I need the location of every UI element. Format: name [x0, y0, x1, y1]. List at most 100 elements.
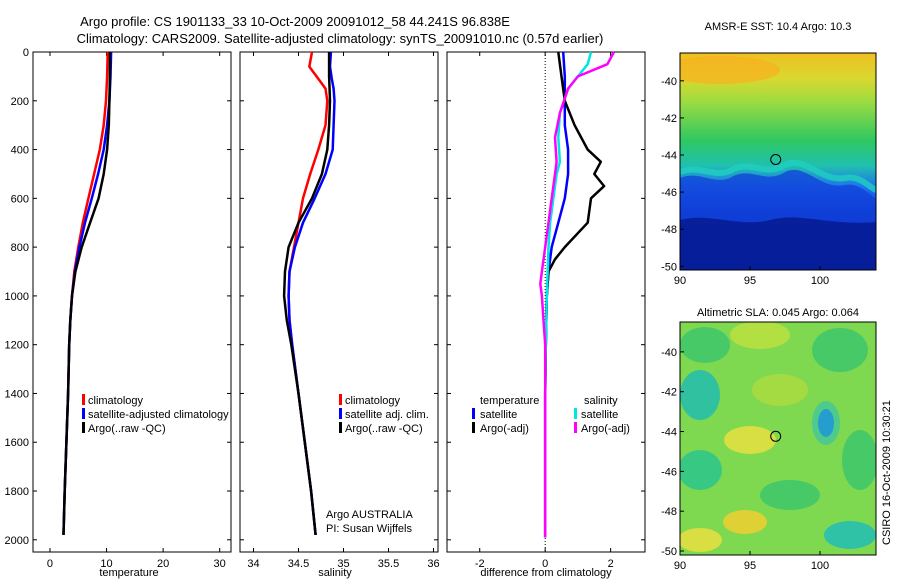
temperature-xtick-label: 10	[100, 558, 112, 570]
difference-legend-salinity-title: salinity	[584, 395, 618, 407]
depth-ytick-label: 2000	[5, 535, 29, 547]
sst_map-ytick-label: -48	[661, 224, 677, 236]
sla_map-ytick-label: -42	[661, 387, 677, 399]
depth-ytick-label: 400	[11, 145, 29, 157]
sst-map-ticks: 90 95 100 -40 -42 -44 -46 -48 -50	[661, 76, 829, 287]
csiro-timestamp-label: CSIRO 16-Oct-2009 10:30:21	[881, 400, 893, 545]
salinity-legend-swatch-argo	[339, 422, 342, 433]
sst-deep-cold-region	[680, 217, 876, 270]
difference-series-line-3	[539, 51, 616, 538]
difference-legend-temp-satellite: satellite	[480, 409, 517, 421]
sst_map-xtick-label: 90	[674, 275, 686, 287]
sla-map-title: Altimetric SLA: 0.045 Argo: 0.064	[697, 307, 859, 319]
salinity-legend-satellite: satellite adj. clim.	[345, 409, 429, 421]
temperature-legend-swatch-climatology	[82, 394, 85, 405]
sla_map-xtick-label: 90	[674, 560, 686, 572]
salinity-legend-swatch-satellite	[339, 408, 342, 419]
sst_map-ytick-label: -40	[661, 76, 677, 88]
sst-map-panel: AMSR-E SST: 10.4 Argo: 10.3 90 95 100 -40 -4…	[661, 21, 877, 287]
salinity-annotation-line1: Argo AUSTRALIA	[326, 509, 413, 521]
difference-legend-swatch-temp-argo	[472, 422, 475, 433]
sst_map-ytick-label: -46	[661, 187, 677, 199]
sla-map-frame	[679, 321, 877, 556]
salinity-panel: 34 34.5 35 35.5 36 climatology satellite adj…	[239, 51, 440, 579]
salinity-lines	[282, 51, 336, 536]
temperature-panel: 0 10 20 30 0 200 400 600 800 1000 1200 1400 1600 1800…	[5, 47, 232, 579]
temperature-legend-swatch-argo	[82, 422, 85, 433]
depth-ytick-label: 1400	[5, 388, 29, 400]
difference-legend-swatch-sal-argo	[574, 422, 577, 433]
temperature-legend-satellite: satellite-adjusted climatology	[88, 409, 229, 421]
depth-ytick-label: 1000	[5, 291, 29, 303]
salinity-legend-swatch-climatology	[339, 394, 342, 405]
difference-xtick-label: 2	[608, 558, 614, 570]
salinity-legend-climatology: climatology	[345, 395, 401, 407]
sst-warm-patch	[680, 56, 780, 84]
salinity-xtick-label: 34.5	[288, 558, 309, 570]
temperature-ticks: 0 10 20 30 0 200 400 600 800 1000 1200 1400 1600 1800…	[5, 47, 231, 570]
salinity-legend: climatology satellite adj. clim. Argo(..…	[339, 394, 429, 435]
difference-legend-temperature-title: temperature	[480, 395, 539, 407]
sla_map-xtick-label: 100	[811, 560, 829, 572]
salinity-xtick-label: 35.5	[378, 558, 399, 570]
sla_map-ytick-label: -44	[661, 427, 677, 439]
salinity-xtick-label: 36	[427, 558, 439, 570]
temperature-lines	[62, 51, 113, 535]
figure-title-line2: Climatology: CARS2009. Satellite-adjuste…	[77, 31, 604, 46]
depth-ytick-label: 1200	[5, 340, 29, 352]
sla_map-xtick-label: 95	[744, 560, 756, 572]
salinity-xtick-label: 35	[337, 558, 349, 570]
sla_map-ytick-label: -48	[661, 506, 677, 518]
temperature-axes-frame	[32, 51, 232, 553]
sla-map-ticks: 90 95 100 -40 -42 -44 -46 -48 -50	[661, 347, 829, 572]
difference-legend-temp-argo: Argo(-adj)	[480, 423, 529, 435]
salinity-xlabel: salinity	[318, 567, 352, 579]
temperature-legend: climatology satellite-adjusted climatolo…	[82, 394, 229, 435]
temperature-xtick-label: 20	[157, 558, 169, 570]
sla_map-ytick-label: -46	[661, 466, 677, 478]
temperature-legend-climatology: climatology	[88, 395, 144, 407]
sst-argo-location-marker	[770, 154, 782, 165]
sst_map-ytick-label: -42	[661, 113, 677, 125]
salinity-xtick-label: 34	[247, 558, 259, 570]
salinity-ticks: 34 34.5 35 35.5 36	[240, 51, 440, 570]
sst-front-cyan-edge	[680, 159, 876, 193]
salinity-legend-argo: Argo(..raw -QC)	[345, 423, 423, 435]
sst_map-xtick-label: 95	[744, 275, 756, 287]
difference-legend-swatch-sal-satellite	[574, 408, 577, 419]
temperature-xtick-label: 0	[47, 558, 53, 570]
difference-legend: temperature satellite Argo(-adj) salinit…	[472, 395, 630, 435]
difference-legend-swatch-temp-satellite	[472, 408, 475, 419]
figure-title-line1: Argo profile: CS 1901133_33 10-Oct-2009 …	[80, 14, 510, 29]
sst_map-ytick-label: -50	[661, 261, 677, 273]
sla-argo-location-marker	[770, 430, 782, 442]
difference-lines	[539, 51, 616, 538]
salinity-annotation-line2: PI: Susan Wijffels	[326, 523, 412, 535]
depth-ytick-label: 1800	[5, 486, 29, 498]
temperature-xlabel: temperature	[99, 567, 158, 579]
temperature-legend-swatch-satellite	[82, 408, 85, 419]
difference-ticks: -2 0 2	[447, 51, 645, 570]
depth-ytick-label: 200	[11, 96, 29, 108]
difference-legend-sal-satellite: satellite	[581, 409, 618, 421]
temperature-legend-argo: Argo(..raw -QC)	[88, 423, 166, 435]
difference-xtick-label: -2	[475, 558, 485, 570]
difference-panel: -2 0 2 temperature satellite Argo(-adj) sa…	[446, 51, 646, 579]
sla-map-panel: Altimetric SLA: 0.045 Argo: 0.064	[661, 307, 877, 572]
sst-map-frame	[679, 52, 877, 271]
depth-ytick-label: 0	[23, 47, 29, 59]
salinity-series-line-2	[282, 52, 332, 536]
sst_map-ytick-label: -44	[661, 150, 677, 162]
depth-ytick-label: 1600	[5, 437, 29, 449]
temperature-xtick-label: 30	[214, 558, 226, 570]
sla-map-blobs	[680, 322, 876, 552]
sla_map-ytick-label: -50	[661, 546, 677, 558]
sla_map-ytick-label: -40	[661, 347, 677, 359]
salinity-axes-frame	[239, 51, 439, 553]
temperature-series-line-2	[62, 52, 112, 535]
depth-ytick-label: 600	[11, 193, 29, 205]
difference-xtick-label: 0	[542, 558, 548, 570]
sst-map-title: AMSR-E SST: 10.4 Argo: 10.3	[705, 21, 852, 33]
depth-ytick-label: 800	[11, 242, 29, 254]
